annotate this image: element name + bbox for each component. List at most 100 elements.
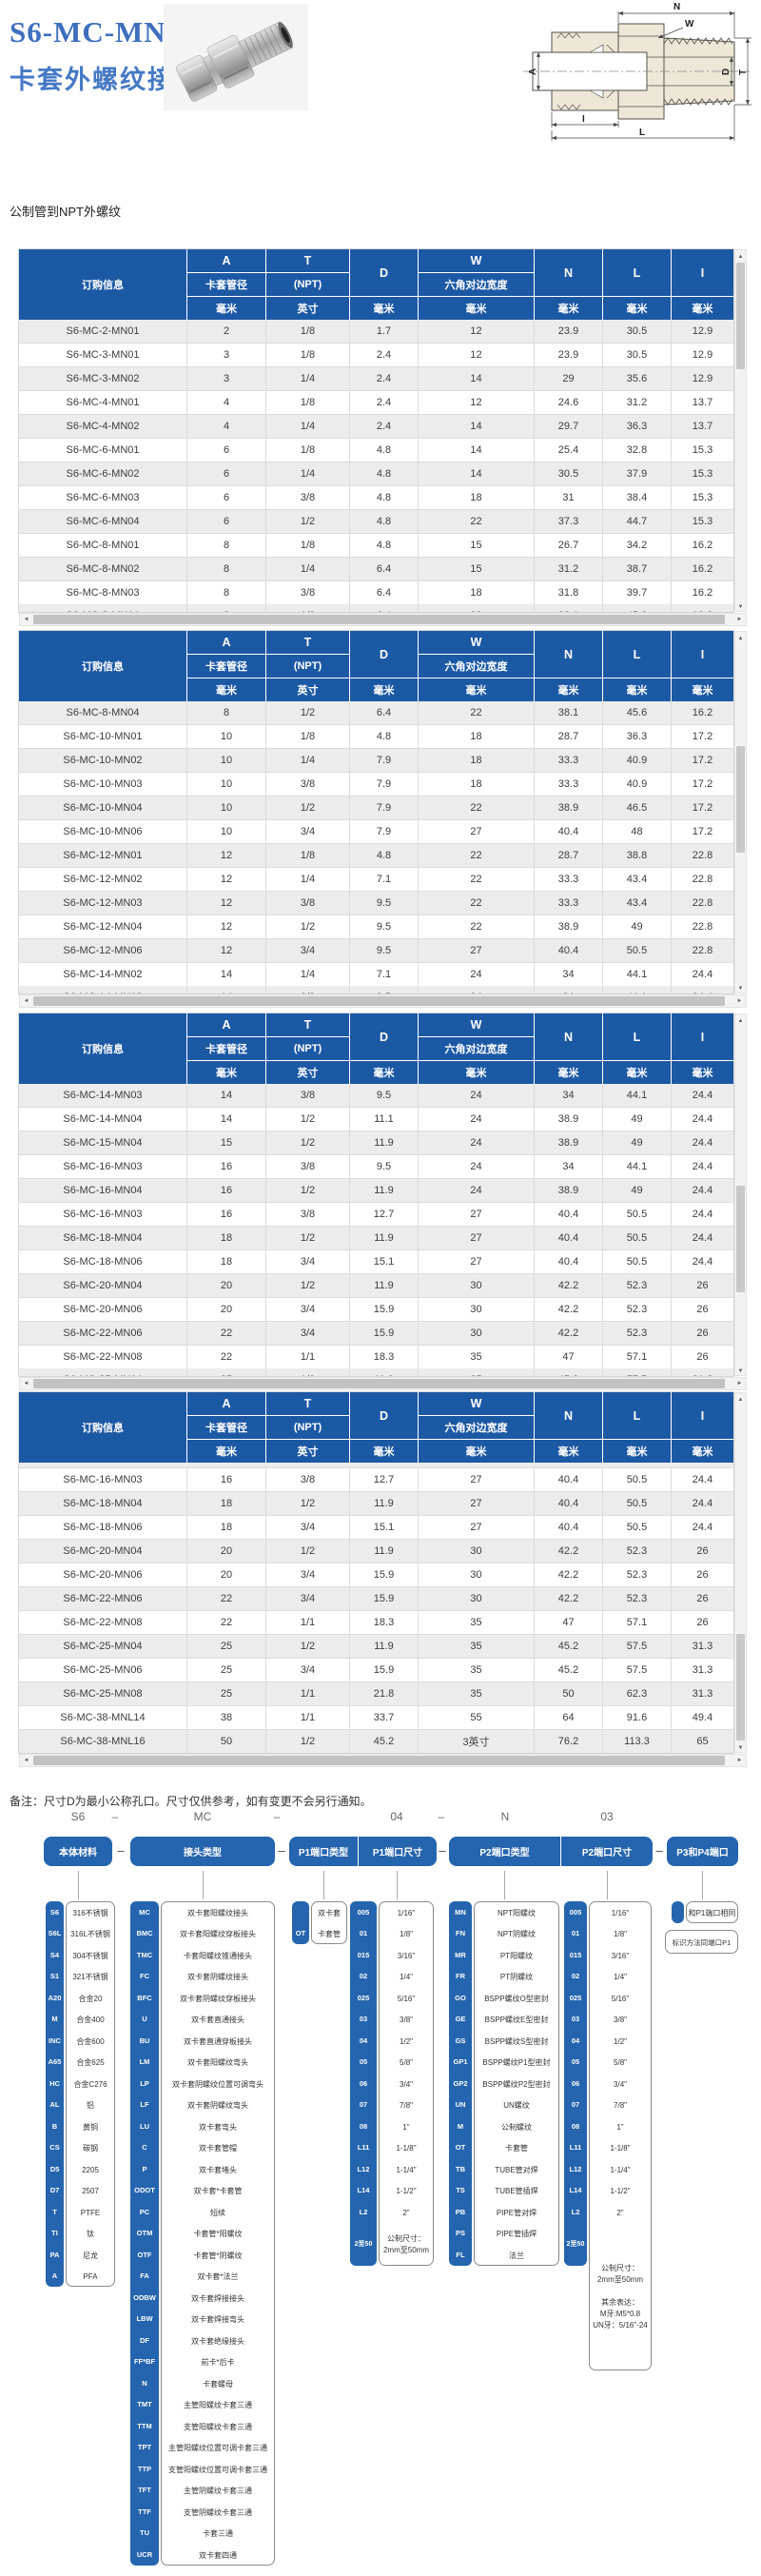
table-cell: 34	[535, 1084, 602, 1107]
table-header-cell: 英寸	[266, 1440, 349, 1463]
code-chip: TTM	[137, 2421, 152, 2430]
table-cell: 1/8	[266, 534, 349, 557]
table-header-cell: N	[535, 1013, 602, 1060]
table-cell: 27	[419, 820, 534, 843]
code-chip: MN	[455, 1907, 466, 1917]
table-cell: 25	[187, 1635, 265, 1658]
table-content: 订购信息 A T D W N L I 卡套管径 (NPT) 六角对边宽度 毫米 英寸 毫米 毫米 毫米 毫米 毫米…	[18, 1013, 734, 1377]
desc-item: 1/4"	[614, 1973, 627, 1982]
table-cell: S6-MC-22-MN08	[19, 1611, 186, 1634]
table-cell: 23.9	[535, 344, 602, 366]
table-cell: 38	[187, 1706, 265, 1729]
table-cell: 45.2	[535, 1659, 602, 1681]
table-cell: 3/4	[266, 939, 349, 962]
dim-label-n: N	[673, 2, 680, 12]
table-cell: S6-MC-22-MN08	[19, 1346, 186, 1368]
table-cell: S6-MC-10-MN01	[19, 725, 186, 748]
table-cell: 2.4	[350, 391, 418, 414]
table-cell: 16	[187, 1203, 265, 1226]
table-cell: 18	[419, 749, 534, 772]
code-chip: OTM	[136, 2229, 153, 2238]
scroll-up-icon[interactable]: ▲	[737, 635, 744, 641]
table-header-cell: 毫米	[672, 678, 733, 701]
table-cell: 46.5	[603, 796, 671, 819]
scroll-left-icon[interactable]: ◄	[23, 998, 29, 1004]
h-scrollbar[interactable]: ◄ ►	[19, 613, 747, 626]
desc-item: 尼龙	[83, 2251, 98, 2260]
scroll-up-icon[interactable]: ▲	[737, 253, 744, 260]
v-scrollbar[interactable]: ▲ ▼	[734, 249, 747, 612]
scroll-left-icon[interactable]: ◄	[23, 1381, 29, 1386]
scroll-left-icon[interactable]: ◄	[23, 1758, 29, 1763]
desc-item: 2205	[82, 2165, 99, 2174]
h-scroll-thumb[interactable]	[33, 1379, 725, 1388]
scroll-down-icon[interactable]: ▼	[737, 603, 744, 610]
table-cell: 12.9	[672, 367, 733, 390]
scroll-right-icon[interactable]: ►	[736, 1381, 743, 1386]
table-cell: S6-MC-20-MN04	[19, 1540, 186, 1563]
desc-item: 5/16"	[611, 1994, 630, 2003]
table-cell: 1/4	[266, 367, 349, 390]
table-cell: 35	[419, 1635, 534, 1658]
h-scroll-thumb[interactable]	[33, 1756, 725, 1765]
scroll-up-icon[interactable]: ▲	[737, 1396, 744, 1403]
h-scrollbar[interactable]: ◄ ►	[19, 1377, 747, 1390]
table-cell: 13.7	[672, 391, 733, 414]
scroll-right-icon[interactable]: ►	[736, 1758, 743, 1763]
scroll-down-icon[interactable]: ▼	[737, 1744, 744, 1751]
code-chip: S1	[49, 1972, 60, 1981]
builder-pill: P1端口尺寸	[359, 1837, 437, 1866]
table-cell: 6	[187, 510, 265, 533]
table-header-cell: 毫米	[350, 297, 418, 320]
desc-item: 双卡套阳螺纹弯头	[187, 2058, 248, 2068]
table-cell: 30	[419, 1587, 534, 1610]
dimension-drawing: N W A D T I L	[523, 2, 751, 141]
scroll-right-icon[interactable]: ►	[736, 998, 743, 1004]
table-cell: 2.4	[350, 367, 418, 390]
table-cell: 55	[419, 1706, 534, 1729]
scroll-right-icon[interactable]: ►	[736, 617, 743, 622]
table-cell: 52.3	[603, 1587, 671, 1610]
v-scrollbar[interactable]: ▲ ▼	[734, 631, 747, 993]
table-cell: 4.8	[350, 725, 418, 748]
desc-item: NPT阴螺纹	[498, 1930, 536, 1939]
code-chip: 07	[359, 2100, 368, 2110]
table-cell: 1/2	[266, 510, 349, 533]
table-cell: 76.2	[535, 1730, 602, 1753]
table-cell: 20	[187, 1540, 265, 1563]
v-scroll-thumb[interactable]	[736, 1634, 745, 1740]
table-cell: 22	[419, 510, 534, 533]
h-scroll-thumb[interactable]	[33, 615, 725, 624]
table-cell: 28.7	[535, 844, 602, 867]
table-cell: 33.3	[535, 892, 602, 914]
desc-item: 合金600	[76, 2036, 105, 2046]
scroll-down-icon[interactable]: ▼	[737, 985, 744, 992]
table-cell: 91.6	[603, 1706, 671, 1729]
h-scrollbar[interactable]: ◄ ►	[19, 994, 747, 1008]
table-cell: S6-MC-12-MN04	[19, 915, 186, 938]
table-cell: 11.9	[350, 1368, 418, 1376]
h-scroll-thumb[interactable]	[33, 996, 725, 1006]
table-cell: 2	[187, 320, 265, 343]
table-cell: 12	[187, 844, 265, 867]
table-cell: 4	[187, 391, 265, 414]
h-scrollbar[interactable]: ◄ ►	[19, 1754, 747, 1767]
table-cell: 38.9	[535, 1179, 602, 1202]
table-cell: 43.4	[603, 868, 671, 891]
v-scroll-thumb[interactable]	[736, 746, 745, 853]
table-cell: 22.8	[672, 892, 733, 914]
v-scrollbar[interactable]: ▲ ▼	[734, 1013, 747, 1376]
scroll-left-icon[interactable]: ◄	[23, 617, 29, 622]
code-chip: L11	[569, 2143, 582, 2153]
table-cell: 11.9	[350, 1635, 418, 1658]
v-scroll-thumb[interactable]	[736, 1186, 745, 1292]
scroll-up-icon[interactable]: ▲	[737, 1017, 744, 1024]
code-chip: 015	[357, 1950, 370, 1959]
table-cell: 26	[672, 1611, 733, 1634]
code-chip: L14	[569, 2186, 582, 2195]
v-scroll-thumb[interactable]	[736, 263, 745, 369]
table-cell: 12.9	[672, 344, 733, 366]
code-chip: TS	[456, 2186, 465, 2195]
scroll-down-icon[interactable]: ▼	[737, 1367, 744, 1374]
v-scrollbar[interactable]: ▲ ▼	[734, 1392, 747, 1753]
